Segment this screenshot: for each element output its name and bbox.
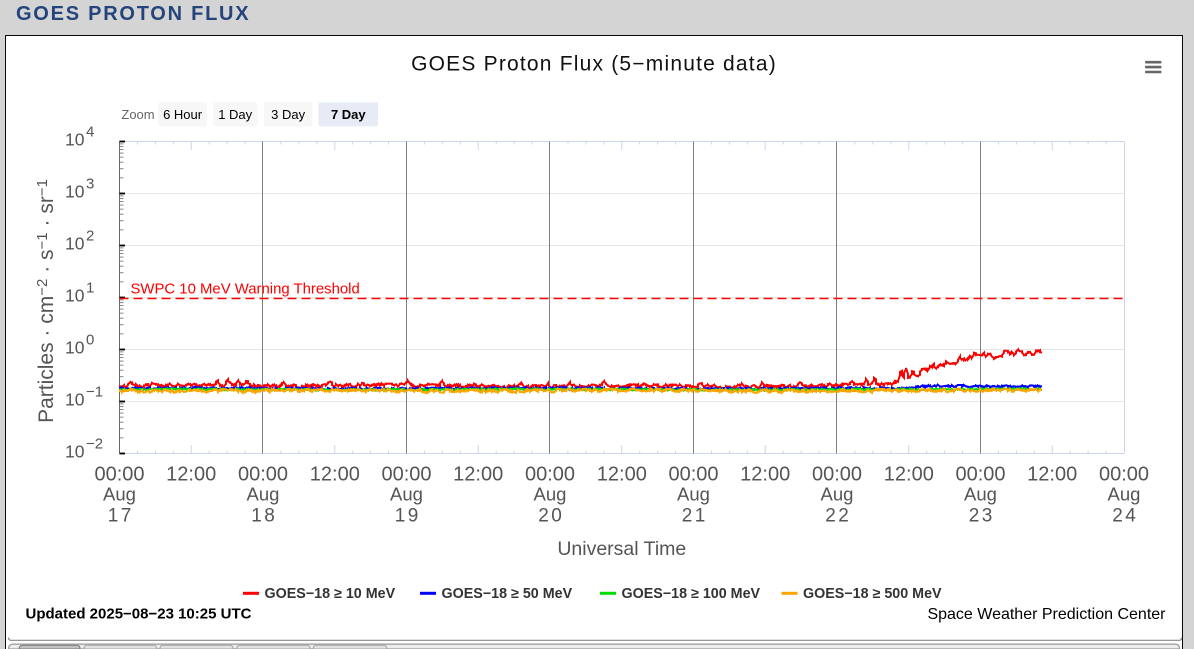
svg-text:Aug: Aug xyxy=(677,484,710,505)
svg-text:12:00: 12:00 xyxy=(597,464,647,486)
svg-text:10: 10 xyxy=(65,286,85,306)
svg-text:00:00: 00:00 xyxy=(812,464,862,486)
svg-text:GOES−18 ≥ 10 MeV: GOES−18 ≥ 10 MeV xyxy=(265,586,396,602)
svg-text:10: 10 xyxy=(65,130,85,150)
svg-text:00:00: 00:00 xyxy=(381,464,431,486)
svg-text:1 Day: 1 Day xyxy=(218,107,252,122)
svg-text:12:00: 12:00 xyxy=(1027,464,1077,486)
svg-text:GOES−18 ≥ 500 MeV: GOES−18 ≥ 500 MeV xyxy=(803,586,942,602)
svg-text:17: 17 xyxy=(108,506,134,527)
svg-text:−1: −1 xyxy=(86,384,103,401)
svg-text:23: 23 xyxy=(969,506,995,527)
svg-text:24: 24 xyxy=(1112,506,1138,527)
svg-text:Aug: Aug xyxy=(390,484,423,505)
svg-text:0: 0 xyxy=(86,332,94,349)
svg-text:Aug: Aug xyxy=(103,484,136,505)
svg-text:12:00: 12:00 xyxy=(166,464,216,486)
svg-text:3: 3 xyxy=(86,176,94,193)
svg-text:GOES Proton Flux (5−minute dat: GOES Proton Flux (5−minute data) xyxy=(411,53,777,76)
svg-text:1: 1 xyxy=(86,280,94,297)
svg-text:12:00: 12:00 xyxy=(884,464,934,486)
svg-text:Aug: Aug xyxy=(1108,484,1141,505)
svg-text:10: 10 xyxy=(65,390,85,410)
svg-text:10: 10 xyxy=(65,338,85,358)
svg-text:GOES−18 ≥ 100 MeV: GOES−18 ≥ 100 MeV xyxy=(622,586,761,602)
svg-text:Space Weather Prediction Cente: Space Weather Prediction Center xyxy=(927,606,1166,623)
svg-text:Particles · cm−2 · s−1 · sr−1: Particles · cm−2 · s−1 · sr−1 xyxy=(34,179,58,423)
svg-text:Aug: Aug xyxy=(534,484,567,505)
svg-text:22: 22 xyxy=(825,506,851,527)
svg-text:4: 4 xyxy=(86,124,94,141)
svg-text:Zoom: Zoom xyxy=(121,107,154,122)
svg-text:−2: −2 xyxy=(86,436,103,453)
svg-text:Aug: Aug xyxy=(821,484,854,505)
svg-text:18: 18 xyxy=(251,506,277,527)
svg-text:12:00: 12:00 xyxy=(740,464,790,486)
svg-text:Universal Time: Universal Time xyxy=(557,538,686,560)
svg-text:3 Day: 3 Day xyxy=(271,107,305,122)
svg-text:12:00: 12:00 xyxy=(310,464,360,486)
svg-text:00:00: 00:00 xyxy=(238,464,288,486)
svg-text:2: 2 xyxy=(86,228,94,245)
svg-text:00:00: 00:00 xyxy=(1099,464,1149,486)
svg-text:21: 21 xyxy=(682,506,708,527)
svg-text:10: 10 xyxy=(65,182,85,202)
svg-text:GOES−18 ≥ 50 MeV: GOES−18 ≥ 50 MeV xyxy=(442,586,573,602)
svg-text:Updated 2025−08−23 10:25 UTC: Updated 2025−08−23 10:25 UTC xyxy=(26,606,252,623)
svg-text:Aug: Aug xyxy=(964,484,997,505)
svg-text:10: 10 xyxy=(65,442,85,462)
svg-text:SWPC 10 MeV Warning Threshold: SWPC 10 MeV Warning Threshold xyxy=(131,282,360,298)
svg-text:10: 10 xyxy=(65,234,85,254)
svg-text:19: 19 xyxy=(395,506,421,527)
svg-text:7 Day: 7 Day xyxy=(331,107,366,122)
svg-text:00:00: 00:00 xyxy=(668,464,718,486)
svg-text:Aug: Aug xyxy=(247,484,280,505)
svg-text:00:00: 00:00 xyxy=(955,464,1005,486)
svg-text:00:00: 00:00 xyxy=(94,464,144,486)
svg-text:00:00: 00:00 xyxy=(525,464,575,486)
svg-text:20: 20 xyxy=(538,506,564,527)
svg-text:6 Hour: 6 Hour xyxy=(163,107,203,122)
svg-text:12:00: 12:00 xyxy=(453,464,503,486)
